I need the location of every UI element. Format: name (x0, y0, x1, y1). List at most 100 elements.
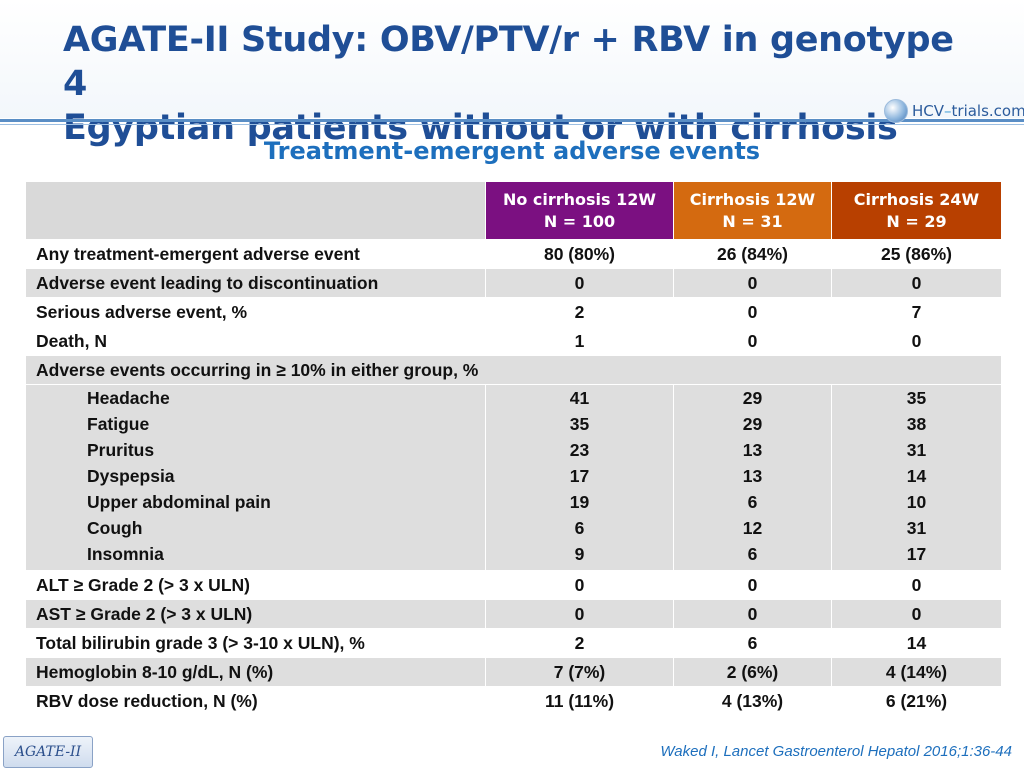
row-label: Total bilirubin grade 3 (> 3-10 x ULN), … (25, 628, 486, 658)
cell-value: 12 (742, 518, 763, 538)
header-row: No cirrhosis 12W N = 100 Cirrhosis 12W N… (25, 181, 1002, 240)
cell-value: 26 (84%) (673, 239, 832, 269)
header-cirrhosis-12w: Cirrhosis 12W N = 31 (673, 181, 832, 240)
table-row: AST ≥ Grade 2 (> 3 x ULN) 0 0 0 (25, 599, 1002, 629)
table-row: ALT ≥ Grade 2 (> 3 x ULN) 0 0 0 (25, 570, 1002, 600)
table-row: Hemoglobin 8-10 g/dL, N (%) 7 (7%) 2 (6%… (25, 657, 1002, 687)
cell-value: 0 (485, 570, 674, 600)
header-label: Cirrhosis 24W (853, 189, 980, 209)
title-rule (0, 119, 1024, 122)
row-label: Death, N (25, 326, 486, 356)
table-row: Death, N 1 0 0 (25, 326, 1002, 356)
logo-dash: – (944, 102, 952, 120)
cell-value: 14 (831, 628, 1002, 658)
cell-value: 0 (673, 297, 832, 327)
cell-value: 9 (574, 544, 585, 564)
table-row: Serious adverse event, % 2 0 7 (25, 297, 1002, 327)
row-label: Serious adverse event, % (25, 297, 486, 327)
cell-value: 6 (673, 628, 832, 658)
header-n: N = 31 (722, 211, 783, 231)
cell-value: 0 (673, 570, 832, 600)
cell-value: 6 (21%) (831, 686, 1002, 716)
adverse-events-table: No cirrhosis 12W N = 100 Cirrhosis 12W N… (25, 181, 1002, 716)
header-no-cirrhosis-12w: No cirrhosis 12W N = 100 (485, 181, 674, 240)
slide-title: AGATE-II Study: OBV/PTV/r + RBV in genot… (63, 18, 963, 150)
cell-value: 0 (673, 599, 832, 629)
cell-value: 35 (906, 388, 927, 408)
cell-value: 2 (485, 297, 674, 327)
header-blank-cell (25, 181, 486, 240)
cell-value: 14 (906, 466, 927, 486)
ae-list-col-1: 41 35 23 17 19 6 9 (485, 384, 674, 571)
cell-value: 0 (673, 326, 832, 356)
cell-value: 0 (485, 268, 674, 298)
table-row: Any treatment-emergent adverse event 80 … (25, 239, 1002, 269)
title-band (0, 0, 1024, 118)
cell-value: 23 (569, 440, 590, 460)
cell-value: 6 (574, 518, 585, 538)
list-item: Dyspepsia (87, 466, 175, 486)
cell-value: 13 (742, 440, 763, 460)
section-heading-row: Adverse events occurring in ≥ 10% in eit… (25, 355, 1002, 385)
cell-value: 31 (906, 440, 927, 460)
cell-value: 35 (569, 414, 590, 434)
cell-value: 6 (747, 492, 758, 512)
table-row: RBV dose reduction, N (%) 11 (11%) 4 (13… (25, 686, 1002, 716)
cell-value: 6 (747, 544, 758, 564)
citation: Waked I, Lancet Gastroenterol Hepatol 20… (660, 743, 1012, 760)
cell-value: 4 (13%) (673, 686, 832, 716)
cell-value: 17 (906, 544, 927, 564)
table-subtitle: Treatment-emergent adverse events (263, 137, 761, 165)
cell-value: 0 (485, 599, 674, 629)
hcv-trials-logo: HCV – trials.com (884, 99, 1024, 123)
ae-list-row: Headache Fatigue Pruritus Dyspepsia Uppe… (25, 384, 1002, 571)
cell-value: 29 (742, 388, 763, 408)
cell-value: 0 (831, 326, 1002, 356)
list-item: Insomnia (87, 544, 164, 564)
row-label: Hemoglobin 8-10 g/dL, N (%) (25, 657, 486, 687)
cell-value: 0 (831, 268, 1002, 298)
cell-value: 2 (6%) (673, 657, 832, 687)
ae-list-col-3: 35 38 31 14 10 31 17 (831, 384, 1002, 571)
cell-value: 4 (14%) (831, 657, 1002, 687)
header-n: N = 29 (886, 211, 947, 231)
cell-value: 7 (831, 297, 1002, 327)
cell-value: 31 (906, 518, 927, 538)
study-tag: AGATE-II (3, 736, 93, 768)
table-row: Total bilirubin grade 3 (> 3-10 x ULN), … (25, 628, 1002, 658)
cell-value: 1 (485, 326, 674, 356)
cell-value: 0 (831, 599, 1002, 629)
cell-value: 29 (742, 414, 763, 434)
row-label: Any treatment-emergent adverse event (25, 239, 486, 269)
ae-list-col-2: 29 29 13 13 6 12 6 (673, 384, 832, 571)
ae-list-labels: Headache Fatigue Pruritus Dyspepsia Uppe… (25, 384, 486, 571)
table-row: Adverse event leading to discontinuation… (25, 268, 1002, 298)
cell-value: 11 (11%) (485, 686, 674, 716)
globe-icon (884, 99, 908, 123)
cell-value: 41 (569, 388, 590, 408)
list-item: Fatigue (87, 414, 150, 434)
cell-value: 13 (742, 466, 763, 486)
header-n: N = 100 (543, 211, 616, 231)
cell-value: 38 (906, 414, 927, 434)
cell-value: 19 (569, 492, 590, 512)
row-label: AST ≥ Grade 2 (> 3 x ULN) (25, 599, 486, 629)
title-line-1: AGATE-II Study: OBV/PTV/r + RBV in genot… (63, 20, 954, 104)
row-label: ALT ≥ Grade 2 (> 3 x ULN) (25, 570, 486, 600)
header-cirrhosis-24w: Cirrhosis 24W N = 29 (831, 181, 1002, 240)
list-item: Pruritus (87, 440, 155, 460)
row-label: RBV dose reduction, N (%) (25, 686, 486, 716)
logo-prefix: HCV (912, 102, 945, 120)
header-label: No cirrhosis 12W (502, 189, 657, 209)
cell-value: 80 (80%) (485, 239, 674, 269)
logo-suffix: trials.com (951, 102, 1024, 120)
header-label: Cirrhosis 12W (689, 189, 816, 209)
section-heading: Adverse events occurring in ≥ 10% in eit… (25, 355, 1002, 385)
list-item: Upper abdominal pain (87, 492, 271, 512)
row-label: Adverse event leading to discontinuation (25, 268, 486, 298)
cell-value: 7 (7%) (485, 657, 674, 687)
cell-value: 25 (86%) (831, 239, 1002, 269)
cell-value: 17 (569, 466, 590, 486)
list-item: Headache (87, 388, 170, 408)
cell-value: 10 (906, 492, 927, 512)
